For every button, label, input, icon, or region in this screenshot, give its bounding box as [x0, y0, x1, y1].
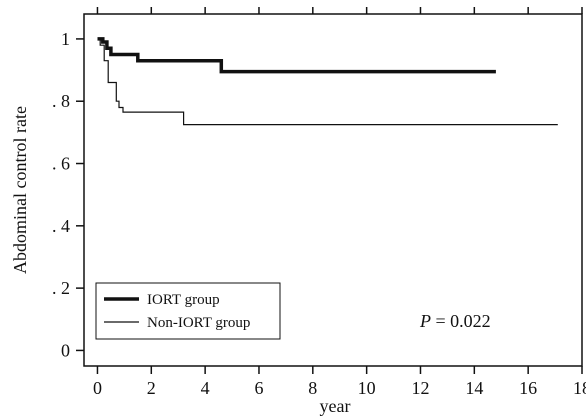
- legend-label-iort: IORT group: [147, 292, 220, 308]
- p-value-annotation: P = 0.022: [419, 311, 491, 331]
- y-tick-label: . 8: [52, 91, 70, 111]
- y-axis-title: Abdominal control rate: [10, 106, 30, 274]
- x-tick-label: 12: [411, 378, 429, 398]
- series-line-iort: [97, 37, 496, 74]
- legend: IORT group Non-IORT group: [95, 282, 281, 340]
- x-tick-label: 2: [147, 378, 156, 398]
- x-tick-label: 6: [254, 378, 263, 398]
- x-tick-label: 18: [573, 378, 586, 398]
- x-tick-label: 14: [465, 378, 483, 398]
- x-tick-label: 8: [308, 378, 317, 398]
- survival-curves: [97, 37, 558, 126]
- y-tick-label: . 4: [52, 216, 70, 236]
- x-tick-label: 4: [201, 378, 210, 398]
- x-axis-title: year: [320, 396, 351, 416]
- legend-label-non-iort: Non-IORT group: [147, 315, 250, 331]
- legend-box: [95, 282, 281, 340]
- y-tick-label: 1: [61, 29, 70, 49]
- y-tick-label: 0: [61, 340, 70, 360]
- x-tick-label: 10: [358, 378, 376, 398]
- x-tick-label: 0: [93, 378, 102, 398]
- plot-frame: [83, 13, 583, 367]
- y-tick-label: . 2: [52, 278, 70, 298]
- p-value-symbol: P: [419, 311, 431, 331]
- series-line-non-iort: [97, 38, 558, 126]
- x-tick-label: 16: [519, 378, 537, 398]
- p-value-text: = 0.022: [431, 311, 491, 331]
- y-tick-label: . 6: [52, 154, 70, 174]
- x-axis-ticks: 0 2 4 6 8 10 12 14 16 18: [93, 7, 586, 398]
- y-axis-ticks: 0 . 2 . 4 . 6 . 8 1: [52, 29, 84, 360]
